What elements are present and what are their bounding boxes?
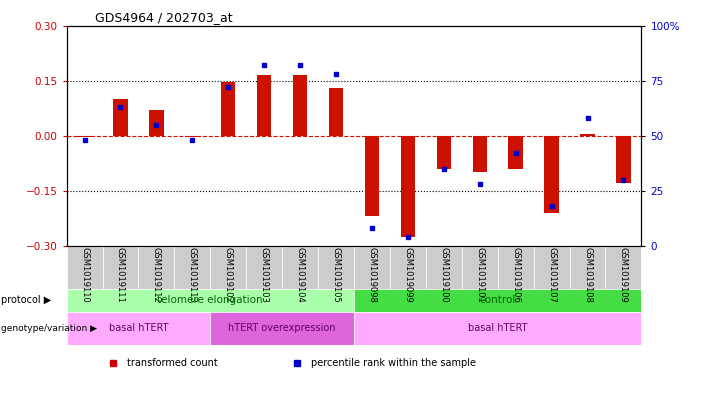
- Bar: [365, 136, 379, 217]
- Text: GSM1019106: GSM1019106: [511, 247, 520, 303]
- Bar: [533, 246, 569, 288]
- Text: GSM1019110: GSM1019110: [80, 247, 89, 303]
- Text: hTERT overexpression: hTERT overexpression: [229, 323, 336, 333]
- Bar: [283, 246, 318, 288]
- Bar: [67, 312, 210, 345]
- Text: genotype/variation ▶: genotype/variation ▶: [1, 324, 97, 333]
- Text: percentile rank within the sample: percentile rank within the sample: [311, 358, 476, 368]
- Bar: [138, 246, 175, 288]
- Text: GSM1019103: GSM1019103: [259, 247, 268, 303]
- Bar: [175, 246, 210, 288]
- Text: basal hTERT: basal hTERT: [468, 323, 527, 333]
- Text: GSM1019105: GSM1019105: [332, 247, 341, 303]
- Bar: [210, 246, 246, 288]
- Text: transformed count: transformed count: [127, 358, 218, 368]
- Text: GSM1019100: GSM1019100: [440, 247, 449, 303]
- Text: basal hTERT: basal hTERT: [109, 323, 168, 333]
- Bar: [221, 83, 236, 136]
- Bar: [246, 246, 282, 288]
- Text: telomere elongation: telomere elongation: [158, 295, 263, 305]
- Bar: [426, 246, 462, 288]
- Bar: [498, 246, 533, 288]
- Text: GSM1019104: GSM1019104: [296, 247, 305, 303]
- Bar: [318, 246, 354, 288]
- Text: GSM1019099: GSM1019099: [403, 247, 412, 303]
- Bar: [67, 246, 102, 288]
- Bar: [114, 99, 128, 136]
- Text: GSM1019112: GSM1019112: [152, 247, 161, 303]
- Bar: [354, 288, 641, 312]
- Bar: [77, 136, 92, 138]
- Bar: [616, 136, 631, 183]
- Text: GSM1019111: GSM1019111: [116, 247, 125, 303]
- Bar: [580, 134, 594, 136]
- Bar: [149, 110, 163, 136]
- Text: GSM1019109: GSM1019109: [619, 247, 628, 303]
- Text: GDS4964 / 202703_at: GDS4964 / 202703_at: [95, 11, 233, 24]
- Text: GSM1019108: GSM1019108: [583, 247, 592, 303]
- Bar: [257, 75, 271, 136]
- Bar: [472, 136, 487, 172]
- Bar: [437, 136, 451, 169]
- Bar: [462, 246, 498, 288]
- Bar: [102, 246, 139, 288]
- Text: GSM1019098: GSM1019098: [367, 247, 376, 303]
- Bar: [508, 136, 523, 169]
- Text: GSM1019107: GSM1019107: [547, 247, 556, 303]
- Bar: [401, 136, 415, 237]
- Bar: [354, 246, 390, 288]
- Bar: [545, 136, 559, 213]
- Text: GSM1019113: GSM1019113: [188, 247, 197, 303]
- Bar: [293, 75, 307, 136]
- Bar: [329, 88, 343, 136]
- Text: GSM1019102: GSM1019102: [224, 247, 233, 303]
- Bar: [606, 246, 641, 288]
- Bar: [569, 246, 606, 288]
- Text: protocol ▶: protocol ▶: [1, 295, 52, 305]
- Text: GSM1019101: GSM1019101: [475, 247, 484, 303]
- Bar: [390, 246, 426, 288]
- Bar: [210, 312, 354, 345]
- Text: control: control: [479, 295, 516, 305]
- Bar: [354, 312, 641, 345]
- Bar: [67, 288, 354, 312]
- Bar: [185, 136, 200, 138]
